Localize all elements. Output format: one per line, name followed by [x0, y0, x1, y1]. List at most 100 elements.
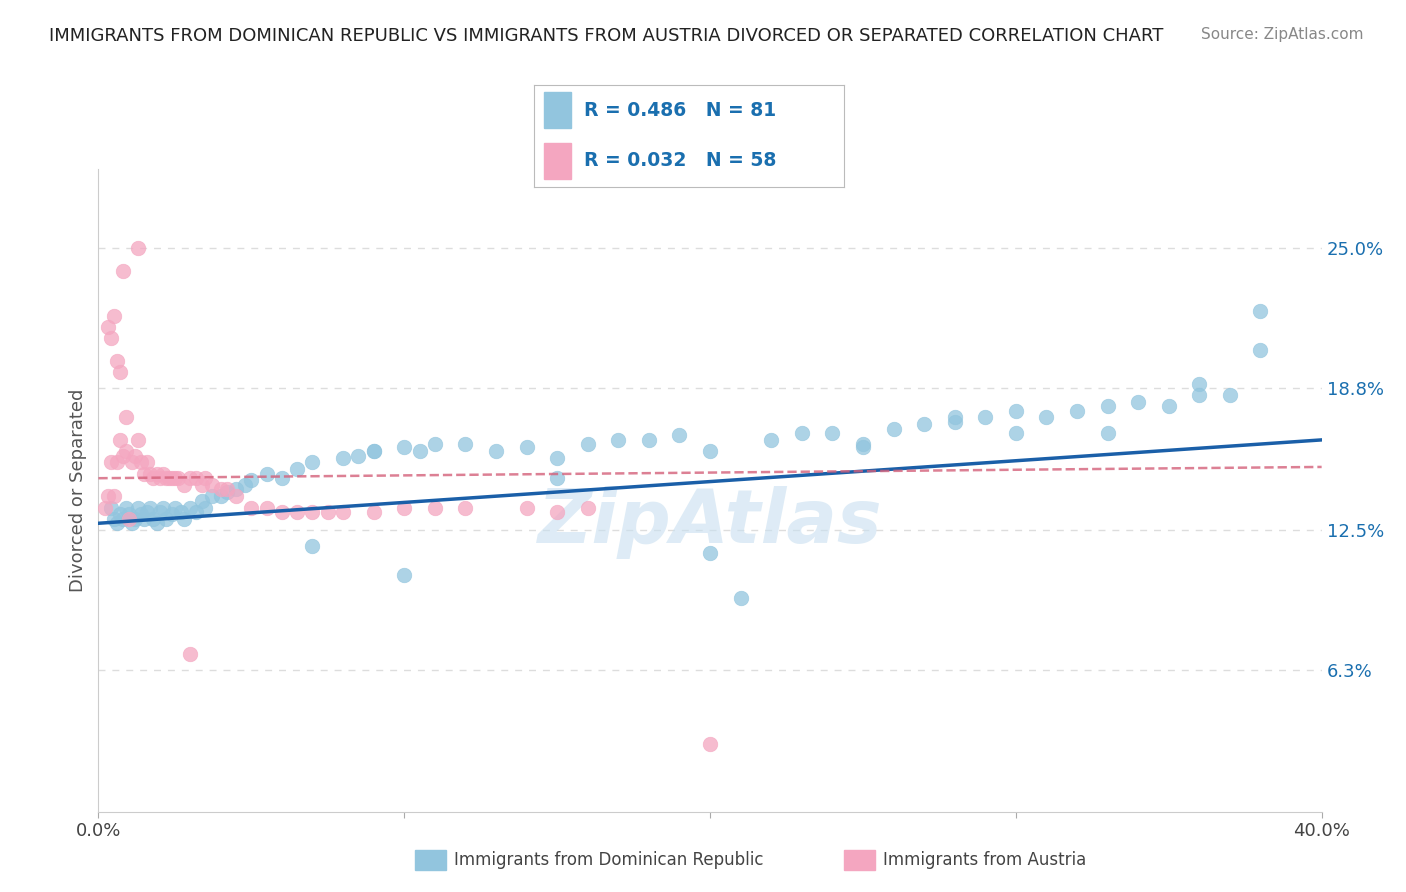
Point: [1219, 388, 1241, 402]
Point: [516, 500, 538, 515]
Point: [194, 471, 217, 485]
Point: [1128, 394, 1150, 409]
Point: [233, 478, 256, 492]
Point: [852, 440, 875, 454]
Point: [105, 516, 128, 531]
FancyBboxPatch shape: [544, 92, 571, 128]
Point: [1066, 403, 1088, 417]
Point: [194, 500, 217, 515]
Point: [179, 500, 201, 515]
Point: [118, 512, 141, 526]
Point: [270, 505, 292, 519]
Point: [155, 471, 177, 485]
Point: [285, 505, 308, 519]
Point: [145, 516, 167, 531]
Point: [759, 433, 782, 447]
Point: [124, 449, 146, 463]
Point: [115, 444, 138, 458]
Point: [699, 737, 721, 751]
Point: [1035, 410, 1057, 425]
Point: [301, 505, 323, 519]
Point: [240, 474, 263, 488]
Point: [1188, 388, 1211, 402]
Point: [115, 500, 138, 515]
Point: [1097, 426, 1119, 441]
Point: [225, 483, 247, 497]
Point: [160, 471, 183, 485]
Point: [111, 449, 134, 463]
Point: [100, 455, 122, 469]
Point: [93, 500, 115, 515]
Point: [142, 471, 165, 485]
Point: [155, 512, 177, 526]
Point: [179, 647, 201, 661]
Point: [974, 410, 997, 425]
Point: [149, 471, 172, 485]
Text: R = 0.032   N = 58: R = 0.032 N = 58: [583, 151, 776, 170]
Point: [332, 450, 354, 465]
Point: [111, 264, 134, 278]
Point: [821, 426, 844, 441]
Point: [301, 455, 323, 469]
Point: [408, 444, 430, 458]
Point: [129, 455, 152, 469]
Point: [170, 505, 193, 519]
Point: [191, 478, 214, 492]
Point: [699, 444, 721, 458]
Text: R = 0.486   N = 81: R = 0.486 N = 81: [583, 101, 776, 120]
Point: [225, 489, 247, 503]
Point: [108, 365, 131, 379]
Point: [256, 467, 278, 481]
Point: [240, 500, 263, 515]
Point: [1249, 343, 1271, 357]
Point: [100, 500, 122, 515]
Point: [139, 500, 162, 515]
Point: [423, 500, 446, 515]
Point: [163, 471, 186, 485]
Point: [1004, 426, 1026, 441]
Y-axis label: Divorced or Separated: Divorced or Separated: [69, 389, 87, 592]
Point: [136, 505, 159, 519]
Text: Immigrants from Dominican Republic: Immigrants from Dominican Republic: [454, 851, 763, 869]
Point: [363, 444, 385, 458]
Point: [607, 433, 630, 447]
Point: [209, 483, 232, 497]
Point: [200, 489, 222, 503]
Point: [943, 415, 966, 429]
Point: [173, 512, 195, 526]
Point: [97, 489, 120, 503]
Point: [167, 471, 190, 485]
Point: [105, 455, 128, 469]
Point: [516, 440, 538, 454]
Point: [316, 505, 339, 519]
Point: [124, 512, 146, 526]
Point: [392, 500, 416, 515]
Point: [485, 444, 508, 458]
Point: [209, 489, 232, 503]
Point: [668, 428, 690, 442]
Point: [121, 455, 143, 469]
Point: [546, 450, 568, 465]
Point: [576, 437, 599, 451]
Point: [546, 505, 568, 519]
Point: [576, 500, 599, 515]
Point: [1097, 399, 1119, 413]
Point: [160, 508, 183, 522]
Point: [1157, 399, 1180, 413]
Point: [108, 433, 131, 447]
Point: [179, 471, 201, 485]
Point: [115, 410, 138, 425]
Point: [149, 505, 172, 519]
Point: [546, 471, 568, 485]
Point: [129, 508, 152, 522]
Point: [152, 500, 174, 515]
Point: [1188, 376, 1211, 391]
Point: [637, 433, 661, 447]
Point: [139, 467, 162, 481]
Point: [103, 489, 125, 503]
Point: [142, 512, 165, 526]
Point: [943, 410, 966, 425]
Text: ZipAtlas: ZipAtlas: [537, 486, 883, 559]
Point: [127, 433, 149, 447]
Point: [157, 471, 180, 485]
